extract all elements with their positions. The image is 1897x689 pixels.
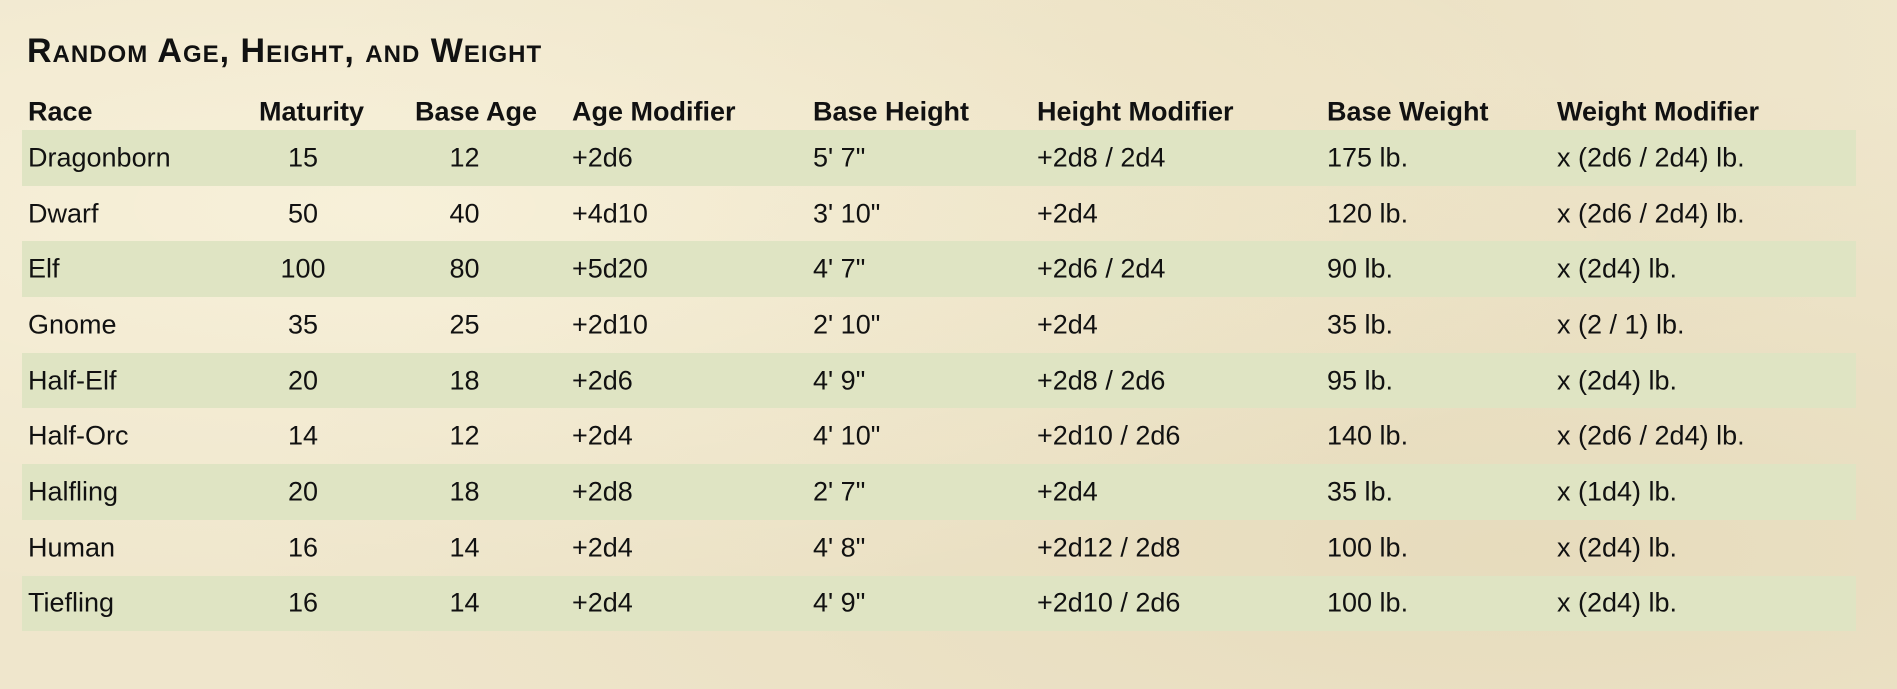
table-cell: +2d6 — [572, 365, 633, 396]
table-cell: +2d6 / 2d4 — [1037, 253, 1166, 284]
table-row: Dwarf 50 40 +4d10 3' 10" +2d4 120 lb. x (2d6 / … — [22, 186, 1856, 242]
table-cell: 40 — [449, 198, 480, 229]
table-cell: 16 — [287, 587, 319, 618]
table-cell: Dwarf — [28, 198, 99, 229]
table-cell: x (2d4) lb. — [1557, 365, 1678, 396]
table-cell: 100 — [280, 253, 326, 284]
table-cell: 4' 7" — [813, 253, 866, 284]
table-row: Dragonborn 15 12 +2d6 5' 7" +2d8 / 2d4 175 lb.… — [22, 130, 1856, 186]
table-cell: 25 — [449, 309, 480, 340]
table-cell: Half-Elf — [28, 365, 117, 396]
table-cell: Halfling — [28, 476, 119, 507]
table-cell: 12 — [449, 420, 480, 451]
table-cell: +2d4 — [1037, 476, 1098, 507]
table-cell: +2d4 — [1037, 309, 1098, 340]
table-cell: x (2d6 / 2d4) lb. — [1557, 420, 1745, 451]
table-cell: +2d6 — [572, 142, 633, 173]
table-cell: 4' 8" — [813, 532, 866, 563]
column-header: Race — [28, 96, 93, 127]
table-cell: x (2d6 / 2d4) lb. — [1557, 198, 1745, 229]
table-cell: 35 — [287, 309, 319, 340]
column-header: Base Age — [415, 96, 538, 127]
table-cell: +2d10 / 2d6 — [1037, 420, 1181, 451]
table-cell: +2d12 / 2d8 — [1037, 532, 1181, 563]
table-cell: 100 lb. — [1327, 587, 1409, 618]
table-cell: 120 lb. — [1327, 198, 1409, 229]
table-cell: 140 lb. — [1327, 420, 1409, 451]
table-cell: +2d8 — [572, 476, 633, 507]
table-cell: 35 lb. — [1327, 476, 1394, 507]
table-cell: x (2d4) lb. — [1557, 587, 1678, 618]
table-cell: 2' 7" — [813, 476, 866, 507]
table-cell: 175 lb. — [1327, 142, 1409, 173]
table-cell: 50 — [287, 198, 319, 229]
table-cell: x (2d4) lb. — [1557, 253, 1678, 284]
table-row: Halfling 20 18 +2d8 2' 7" +2d4 35 lb. x (1d4) l… — [22, 464, 1856, 520]
age-height-weight-table: Race Maturity Base Age Age Modifier Base Hei… — [22, 94, 1856, 632]
table-cell: 18 — [449, 365, 480, 396]
table-row: Half-Orc 14 12 +2d4 4' 10" +2d10 / 2d6 140 lb.… — [22, 408, 1856, 464]
table-cell: x (2d6 / 2d4) lb. — [1557, 142, 1745, 173]
table-cell: 95 lb. — [1327, 365, 1394, 396]
table-header: Race Maturity Base Age Age Modifier Base Hei… — [22, 94, 1856, 130]
table-cell: +2d4 — [572, 532, 633, 563]
table-cell: +2d4 — [572, 587, 633, 618]
table-cell: +2d4 — [1037, 198, 1098, 229]
table-cell: 4' 9" — [813, 587, 866, 618]
table-title: Random Age, Height, and Weight — [27, 32, 543, 70]
table-cell: Elf — [28, 253, 60, 284]
table-row: Human 16 14 +2d4 4' 8" +2d12 / 2d8 100 lb. x (2… — [22, 520, 1856, 576]
table-cell: 80 — [449, 253, 480, 284]
column-header: Base Height — [813, 96, 970, 127]
table-cell: 14 — [287, 420, 319, 451]
table-cell: 20 — [287, 476, 319, 507]
table-cell: +2d4 — [572, 420, 633, 451]
column-header: Maturity — [259, 96, 365, 127]
table-cell: +4d10 — [572, 198, 648, 229]
table-cell: 14 — [449, 587, 480, 618]
table-cell: Gnome — [28, 309, 117, 340]
table-cell: Half-Orc — [28, 420, 129, 451]
table-row: Tiefling 16 14 +2d4 4' 9" +2d10 / 2d6 100 lb. x… — [22, 575, 1856, 632]
table-cell: 18 — [449, 476, 480, 507]
table-cell: 12 — [449, 142, 480, 173]
table-cell: Tiefling — [28, 587, 115, 618]
table-cell: +5d20 — [572, 253, 648, 284]
table-cell: 20 — [287, 365, 319, 396]
table-cell: Human — [28, 532, 116, 563]
table-row: Half-Elf 20 18 +2d6 4' 9" +2d8 / 2d6 95 lb. x (… — [22, 352, 1856, 409]
table-cell: 3' 10" — [813, 198, 881, 229]
table-row: Elf 100 80 +5d20 4' 7" +2d6 / 2d4 90 lb. x (2d4… — [22, 241, 1856, 298]
table-cell: 4' 9" — [813, 365, 866, 396]
table-cell: x (2 / 1) lb. — [1557, 309, 1685, 340]
table-cell: 2' 10" — [813, 309, 881, 340]
column-header: Weight Modifier — [1557, 96, 1759, 127]
table-cell: 14 — [449, 532, 480, 563]
column-header: Base Weight — [1327, 96, 1489, 127]
table-cell: 35 lb. — [1327, 309, 1394, 340]
table-cell: 16 — [287, 532, 319, 563]
table-cell: +2d8 / 2d6 — [1037, 365, 1166, 396]
table-cell: 5' 7" — [813, 142, 866, 173]
table-cell: Dragonborn — [28, 142, 171, 173]
table-cell: 4' 10" — [813, 420, 881, 451]
table-cell: 90 lb. — [1327, 253, 1394, 284]
table-cell: x (1d4) lb. — [1557, 476, 1678, 507]
table-cell: +2d10 — [572, 309, 648, 340]
column-header: Height Modifier — [1037, 96, 1234, 127]
table-cell: 100 lb. — [1327, 532, 1409, 563]
table-cell: 15 — [287, 142, 319, 173]
table-row: Gnome 35 25 +2d10 2' 10" +2d4 35 lb. x (2 / 1) … — [22, 297, 1856, 353]
column-header: Age Modifier — [572, 96, 736, 127]
table-cell: x (2d4) lb. — [1557, 532, 1678, 563]
table-cell: +2d8 / 2d4 — [1037, 142, 1166, 173]
table-cell: +2d10 / 2d6 — [1037, 587, 1181, 618]
